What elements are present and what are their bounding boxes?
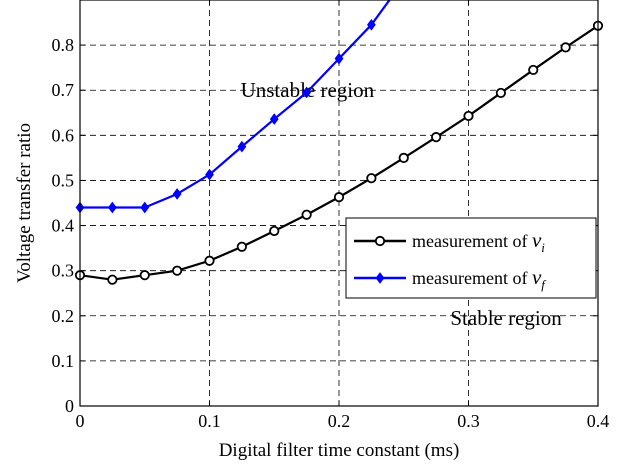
x-tick-label-0: 0 xyxy=(76,411,85,431)
data-point-0-7 xyxy=(301,209,312,220)
legend-entry-vi: measurement of vi xyxy=(354,228,545,255)
series-1 xyxy=(75,0,391,214)
data-point-1-5 xyxy=(237,140,247,153)
ticks: 0 0.1 0.2 0.3 0.4 0 0.1 0.2 0.3 0.4 0.5 0.6 0.7 0.8 xyxy=(52,0,610,431)
data-point-0-3 xyxy=(172,265,183,276)
legend-label-vi-main: measurement of xyxy=(412,231,532,251)
series-layer xyxy=(74,0,604,285)
legend-label-vf-var: v xyxy=(532,265,542,289)
data-point-0-1 xyxy=(107,274,118,285)
x-tick-label-2: 0.2 xyxy=(328,411,351,431)
y-tick-label-3: 0.3 xyxy=(52,261,75,281)
data-point-1-4 xyxy=(205,168,214,181)
data-point-1-6 xyxy=(269,113,279,125)
data-point-1-3 xyxy=(172,188,182,200)
x-tick-label-4: 0.4 xyxy=(587,411,610,431)
legend-label-vi-sub: i xyxy=(541,240,545,255)
data-point-0-13 xyxy=(495,87,506,99)
data-point-0-4 xyxy=(204,255,215,266)
data-point-0-12 xyxy=(463,110,474,122)
data-point-0-10 xyxy=(398,152,409,163)
data-point-0-6 xyxy=(269,225,280,237)
legend-box xyxy=(345,217,597,299)
data-point-0-5 xyxy=(236,241,247,252)
y-tick-label-5: 0.5 xyxy=(52,170,75,190)
y-tick-label-8: 0.8 xyxy=(52,35,75,55)
legend-marker-vi xyxy=(374,235,386,247)
data-point-1-9 xyxy=(367,18,376,31)
data-point-1-1 xyxy=(108,201,117,214)
y-tick-label-7: 0.7 xyxy=(52,80,75,100)
data-point-0-8 xyxy=(333,192,345,203)
data-point-1-7 xyxy=(302,86,311,99)
x-tick-label-3: 0.3 xyxy=(457,411,480,431)
x-axis-label: Digital filter time constant (ms) xyxy=(219,440,460,461)
y-axis-label: Voltage transfer ratio xyxy=(14,123,35,283)
data-point-1-8 xyxy=(334,52,344,65)
y-tick-label-1: 0.1 xyxy=(52,351,75,371)
legend-label-vi: measurement of vi xyxy=(412,228,545,255)
series-0 xyxy=(74,20,604,285)
legend-label-vf-main: measurement of xyxy=(412,268,532,288)
legend-entry-vf: measurement of vf xyxy=(354,265,547,292)
annotation-stable-region: Stable region xyxy=(450,306,562,330)
data-point-0-9 xyxy=(366,173,377,184)
legend: measurement of vi measurement of vf xyxy=(345,217,597,299)
y-tick-label-4: 0.4 xyxy=(52,216,75,236)
data-point-0-11 xyxy=(431,132,442,143)
data-point-0-15 xyxy=(560,42,571,53)
legend-label-vf-sub: f xyxy=(541,277,547,292)
data-point-0-2 xyxy=(139,270,150,281)
data-point-1-2 xyxy=(140,201,150,214)
legend-marker-vf xyxy=(375,272,385,284)
y-tick-label-2: 0.2 xyxy=(52,306,75,326)
legend-label-vi-var: v xyxy=(532,228,542,252)
y-tick-label-6: 0.6 xyxy=(52,125,75,145)
legend-label-vf: measurement of vf xyxy=(412,265,547,292)
data-point-0-14 xyxy=(528,64,539,76)
y-tick-label-0: 0 xyxy=(65,396,74,416)
series-line-1 xyxy=(80,0,391,209)
x-tick-label-1: 0.1 xyxy=(198,411,221,431)
